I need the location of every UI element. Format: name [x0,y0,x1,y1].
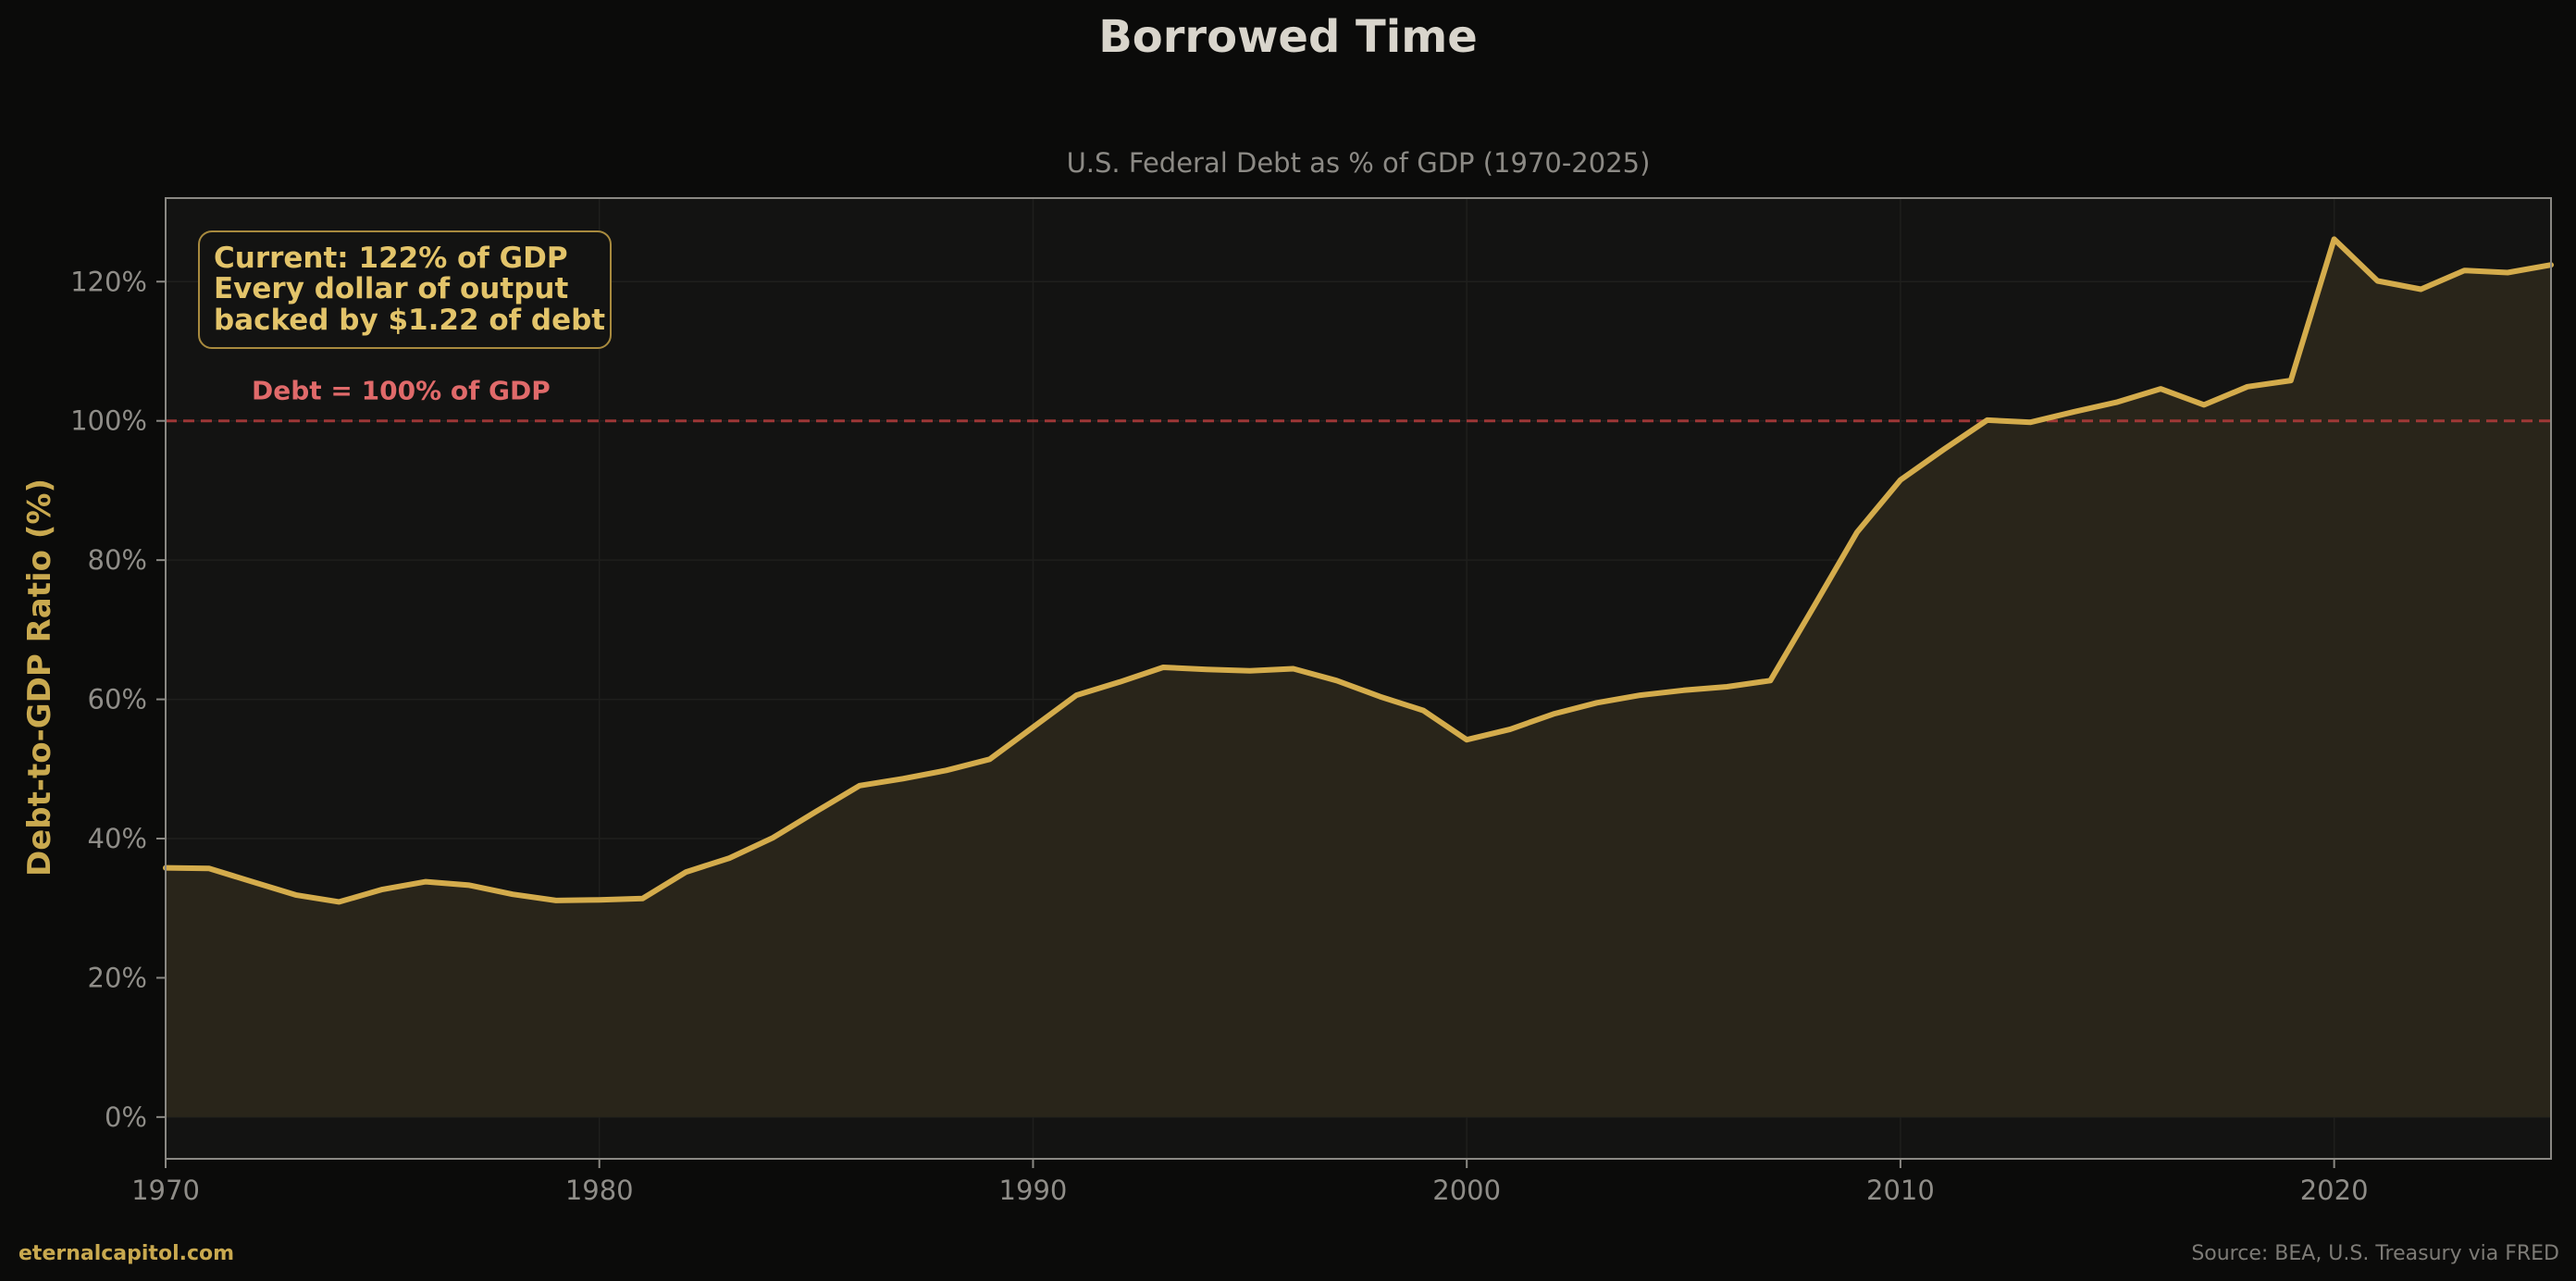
data-point-1993 [1160,665,1166,670]
data-point-1990 [1030,725,1035,730]
data-point-2006 [1724,684,1729,690]
data-point-1989 [987,756,993,762]
y-tick-label-0: 0% [105,1101,147,1133]
data-point-2005 [1681,688,1687,693]
data-point-1999 [1420,708,1426,714]
reference-line-label: Debt = 100% of GDP [252,376,551,406]
chart-title: Borrowed Time [1098,11,1478,63]
data-point-2002 [1551,711,1556,716]
y-tick-label-80: 80% [88,544,147,576]
data-point-1994 [1204,666,1209,672]
data-point-1980 [597,897,602,902]
data-point-1974 [336,899,341,904]
data-point-2009 [1854,529,1860,535]
current-value-annotation: Current: 122% of GDP Every dollar of out… [198,230,612,349]
data-point-1975 [379,887,385,892]
annotation-line-3: backed by $1.22 of debt [214,304,605,337]
data-point-2022 [2418,287,2423,292]
debt-area-fill [166,239,2551,1117]
data-point-2019 [2288,378,2294,383]
x-tick-label-2010: 2010 [1866,1175,1935,1206]
data-point-2003 [1594,700,1600,705]
y-tick-label-120: 120% [70,266,147,297]
data-point-1998 [1377,694,1382,700]
data-point-1983 [726,855,732,861]
y-tick-label-40: 40% [88,823,147,854]
x-tick-label-1970: 1970 [131,1175,200,1206]
footer-source: Source: BEA, U.S. Treasury via FRED [2191,1242,2559,1265]
data-points [163,236,2554,904]
x-tick-label-1980: 1980 [565,1175,634,1206]
y-tick-label-20: 20% [88,962,147,993]
data-point-1972 [250,879,255,885]
data-point-1985 [813,809,819,815]
y-tick-label-100: 100% [70,405,147,437]
data-point-2010 [1898,478,1903,483]
data-point-1991 [1073,692,1079,698]
y-axis: 0% 20% 40% 60% 80% 100% 120% [70,266,166,1133]
data-point-2020 [2332,236,2337,242]
data-point-2021 [2375,279,2381,284]
data-point-2016 [2158,386,2163,392]
data-point-1995 [1247,668,1253,674]
data-point-1979 [553,898,559,903]
x-tick-label-2000: 2000 [1432,1175,1501,1206]
data-point-2013 [2028,419,2034,425]
data-point-2015 [2114,399,2120,404]
data-point-1986 [857,783,862,789]
data-point-1978 [510,891,515,897]
data-point-2004 [1638,692,1643,698]
data-point-2017 [2201,402,2207,407]
x-tick-label-1990: 1990 [999,1175,1068,1206]
data-point-1971 [206,865,212,871]
data-point-2008 [1811,604,1816,610]
data-point-1977 [466,882,472,888]
data-point-2007 [1767,678,1773,683]
x-axis: 1970 1980 1990 2000 2010 2020 [131,1159,2369,1206]
data-point-2000 [1464,737,1469,742]
data-point-1984 [770,835,775,840]
annotation-line-1: Current: 122% of GDP [214,242,568,275]
data-point-1982 [683,869,688,875]
data-point-1992 [1117,679,1122,685]
data-point-2023 [2461,267,2467,273]
data-point-1988 [944,767,949,773]
data-point-2012 [1985,417,1990,423]
data-point-1997 [1334,678,1340,683]
data-point-1981 [640,896,646,902]
chart-subtitle: U.S. Federal Debt as % of GDP (1970-2025… [1067,147,1651,179]
y-axis-label: Debt-to-GDP Ratio (%) [21,479,58,877]
x-tick-label-2020: 2020 [2300,1175,2369,1206]
data-point-2018 [2245,384,2250,390]
data-point-2014 [2071,409,2076,415]
annotation-line-2: Every dollar of output [214,272,568,305]
data-point-1976 [423,879,428,885]
plot-frame [165,197,2552,1160]
data-point-1987 [900,776,906,781]
data-point-1973 [293,892,299,898]
data-point-2011 [1941,447,1947,453]
y-tick-label-60: 60% [88,684,147,715]
data-point-2001 [1507,727,1513,732]
annotation-box-frame [198,230,612,349]
data-point-2024 [2505,269,2510,275]
data-point-1996 [1291,665,1296,671]
debt-line [163,236,2554,905]
footer-brand: eternalcapitol.com [19,1242,234,1265]
